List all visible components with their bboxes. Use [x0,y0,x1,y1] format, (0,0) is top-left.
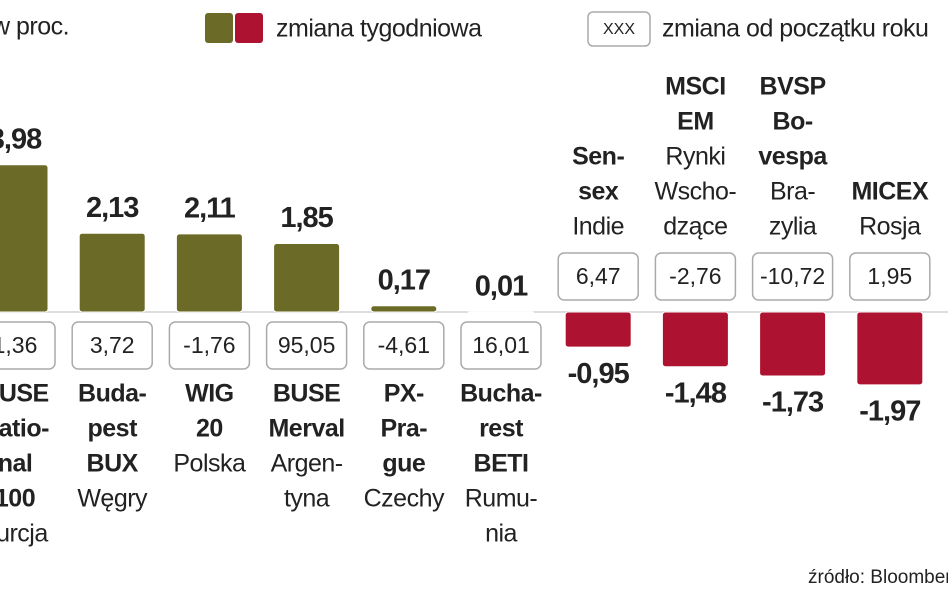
category-country: nia [485,520,517,548]
value-label: -1,73 [762,387,824,419]
bar [661,311,729,368]
category-name: BVSP [760,73,826,101]
legend-box [587,11,651,47]
bar [175,233,243,313]
ytd-box [460,321,542,370]
category-name: BUSE [273,380,340,408]
ytd-label: -1,76 [183,332,235,358]
ytd-label: 1,36 [0,332,37,358]
ytd-label: -10,72 [760,263,825,289]
category-country: dzące [663,213,727,241]
category-country: Argen- [271,450,343,478]
value-label: 2,13 [86,192,139,224]
category-country: Polska [173,450,246,478]
category-name: PX- [384,380,424,408]
ytd-box [71,321,153,370]
category-name: sex [578,178,619,206]
category-name: EM [677,108,714,136]
legend-sample: XXX [603,21,635,38]
category-country: Rynki [665,143,725,171]
value-label: 0,01 [475,270,528,302]
ytd-box [363,321,445,370]
bar [564,311,632,348]
category-name: 20 [196,415,223,443]
category-name: gue [382,450,426,478]
bar [273,243,341,313]
source: źródło: Bloomberg [808,567,948,588]
category-name: BUX [87,450,139,478]
category-country: tyna [284,485,330,513]
category-country: Wscho- [655,178,737,206]
value-label: -1,48 [665,377,727,409]
category-name: nal [0,450,32,478]
ytd-label: 6,47 [576,263,621,289]
ytd-label: -4,61 [378,332,430,358]
ytd-label: 95,05 [278,332,336,358]
ytd-box [0,321,56,370]
category-country: Rosja [859,213,921,241]
ytd-box [557,252,639,301]
value-label: 1,85 [280,202,333,234]
unit-label: w proc. [0,13,69,41]
category-name: BETI [474,450,529,478]
legend-swatch [235,13,263,43]
category-name: Bucha- [460,380,542,408]
category-name: Merval [268,415,344,443]
bar [370,305,438,313]
bar [78,232,146,313]
ytd-label: 3,72 [90,332,135,358]
category-country: Bra- [770,178,815,206]
category-name: rest [479,415,524,443]
legend-swatch [205,13,233,43]
category-name: vespa [758,143,828,171]
category-name: Sen- [572,143,624,171]
category-name: Buda- [78,380,147,408]
ytd-box [751,252,834,301]
category-name: pest [87,415,138,443]
category-name: MICEX [851,178,929,206]
category-name: Pra- [380,415,427,443]
bar [467,311,535,314]
legend-label: zmiana tygodniowa [276,15,482,43]
category-country: zylia [769,213,817,241]
category-country: Rumu- [465,485,538,513]
ytd-box [849,252,931,301]
ytd-box [168,321,251,370]
category-country: Węgry [77,485,148,513]
bar [856,311,924,386]
category-country: Indie [572,213,624,241]
ytd-box [265,321,348,370]
category-name: 100 [0,485,35,513]
bar [759,311,827,377]
value-label: 2,11 [184,193,236,225]
category-country: Turcja [0,520,48,548]
ytd-box [654,252,737,301]
value-label: 0,17 [378,264,430,296]
category-name: MSCI [665,73,726,101]
category-name: WIG [185,380,234,408]
value-label: -0,95 [568,358,630,390]
category-name: Bo- [773,108,813,136]
legend-label: zmiana od początku roku [662,15,928,43]
category-name: BUSE [0,380,49,408]
ytd-label: 1,95 [867,263,912,289]
category-name: Natio- [0,415,49,443]
value-label: -1,97 [859,396,920,428]
value-label: 3,98 [0,123,42,155]
ytd-label: -2,76 [669,263,721,289]
bar [0,164,49,313]
ytd-label: 16,01 [472,332,530,358]
category-country: Czechy [364,485,445,513]
